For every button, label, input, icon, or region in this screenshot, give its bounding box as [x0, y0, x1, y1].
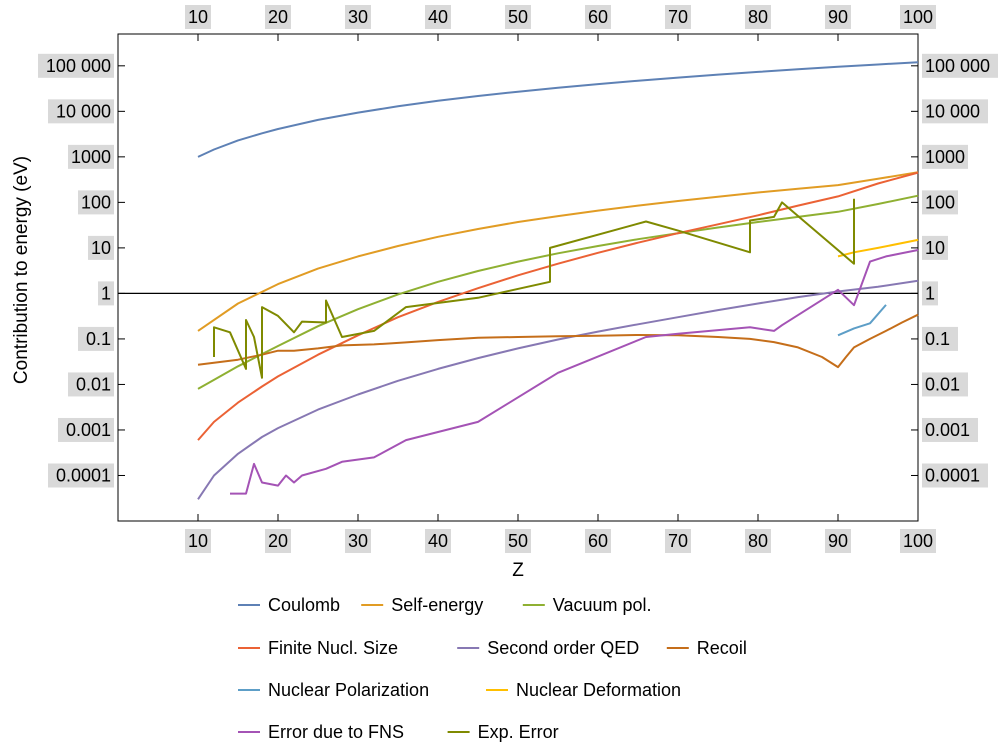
x-tick-label-top: 40 — [428, 7, 448, 27]
y-tick-label-right: 0.0001 — [925, 465, 980, 485]
x-tick-label-top: 20 — [268, 7, 288, 27]
plot-frame — [118, 34, 918, 521]
x-tick-label-bottom: 40 — [428, 531, 448, 551]
x-axis-label: Z — [512, 560, 524, 581]
y-tick-label-right: 100 — [925, 192, 955, 212]
x-tick-label-bottom: 80 — [748, 531, 768, 551]
legend-label-8: Nuclear Deformation — [516, 680, 681, 700]
y-tick-label-left: 100 — [81, 192, 111, 212]
x-tick-label-top: 50 — [508, 7, 528, 27]
axis-ticks: 10 10 20 20 30 30 40 40 50 50 60 60 70 70 80 80 90 90 100 1… — [38, 5, 998, 553]
series-line-3 — [198, 196, 918, 389]
x-tick-label-bottom: 10 — [188, 531, 208, 551]
legend-label-7: Nuclear Polarization — [268, 680, 429, 700]
x-tick-label-bottom: 70 — [668, 531, 688, 551]
x-tick-label-bottom: 100 — [903, 531, 933, 551]
y-tick-label-left: 0.1 — [86, 329, 111, 349]
y-tick-label-left: 100 000 — [46, 56, 111, 76]
series-line-5 — [198, 281, 918, 500]
x-tick-label-top: 90 — [828, 7, 848, 27]
x-tick-label-top: 10 — [188, 7, 208, 27]
legend-label-6: Recoil — [697, 638, 747, 658]
y-tick-label-left: 1 — [101, 283, 111, 303]
legend-label-2: Self-energy — [391, 595, 483, 615]
y-axis-label: Contribution to energy (eV) — [11, 156, 32, 384]
y-tick-label-right: 10 — [925, 238, 945, 258]
x-tick-label-bottom: 30 — [348, 531, 368, 551]
legend: Coulomb Self-energy Vacuum pol. Finite Nucl… — [238, 595, 747, 742]
y-tick-label-left: 10 — [91, 238, 111, 258]
x-tick-label-top: 80 — [748, 7, 768, 27]
y-tick-label-left: 1000 — [71, 147, 111, 167]
legend-label-3: Vacuum pol. — [553, 595, 652, 615]
series-line-10 — [214, 199, 854, 378]
x-tick-label-top: 100 — [903, 7, 933, 27]
x-tick-label-top: 70 — [668, 7, 688, 27]
series-line-7 — [838, 305, 886, 335]
legend-label-1: Coulomb — [268, 595, 340, 615]
legend-label-10: Exp. Error — [478, 722, 559, 742]
series-line-9 — [230, 250, 918, 494]
y-tick-label-right: 0.1 — [925, 329, 950, 349]
y-tick-label-right: 10 000 — [925, 101, 980, 121]
y-tick-label-left: 0.001 — [66, 420, 111, 440]
y-tick-label-right: 0.001 — [925, 420, 970, 440]
y-tick-label-right: 0.01 — [925, 374, 960, 394]
series-lines — [198, 62, 918, 499]
y-tick-label-right: 100 000 — [925, 56, 990, 76]
legend-label-9: Error due to FNS — [268, 722, 404, 742]
series-line-8 — [838, 240, 918, 257]
y-tick-label-left: 0.0001 — [56, 465, 111, 485]
x-tick-label-top: 60 — [588, 7, 608, 27]
x-tick-label-top: 30 — [348, 7, 368, 27]
series-line-1 — [198, 62, 918, 157]
x-tick-label-bottom: 90 — [828, 531, 848, 551]
y-tick-label-left: 10 000 — [56, 101, 111, 121]
y-tick-label-left: 0.01 — [76, 374, 111, 394]
x-tick-label-bottom: 50 — [508, 531, 528, 551]
plot-area-border — [118, 34, 918, 521]
y-tick-label-right: 1000 — [925, 147, 965, 167]
legend-label-5: Second order QED — [487, 638, 639, 658]
x-tick-label-bottom: 60 — [588, 531, 608, 551]
x-tick-label-bottom: 20 — [268, 531, 288, 551]
legend-label-4: Finite Nucl. Size — [268, 638, 398, 658]
y-tick-label-right: 1 — [925, 283, 935, 303]
